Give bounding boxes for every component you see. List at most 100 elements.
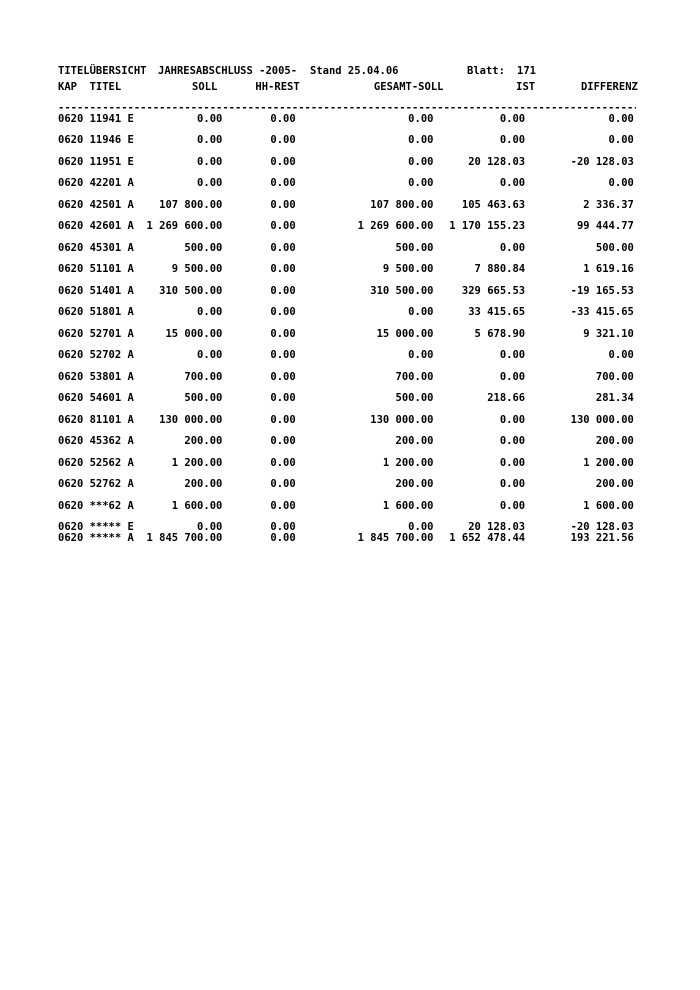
cell-kap: 0620 xyxy=(58,155,84,168)
cell-soll: 500.00 xyxy=(184,392,223,404)
table-row: 0620 11951 E 0.00 0.00 0.00 20 128.03 -20 128.0… xyxy=(58,155,700,168)
cell-kap-titel: 0620 52562 A xyxy=(58,456,140,469)
cell-soll: 130 000.00 xyxy=(159,413,223,426)
cell-hh-rest: 0.00 xyxy=(270,241,296,254)
table-row: 0620 81101 A 130 000.00 0.00 130 000.00 0.00 13… xyxy=(58,413,700,426)
cell-art: A xyxy=(127,327,134,340)
cell-ist: 0.00 xyxy=(499,413,526,426)
cell-kap: 0620 xyxy=(58,241,84,254)
cell-art: E xyxy=(127,112,134,125)
cell-differenz: 0.00 xyxy=(608,349,634,361)
cell-soll: 0.00 xyxy=(197,177,223,189)
cell-ist: 0.00 xyxy=(499,349,526,361)
cell-hh-rest: 0.00 xyxy=(270,220,296,232)
cell-kap-titel: 0620 42601 A xyxy=(58,221,140,232)
cell-titel: 42501 xyxy=(89,198,122,211)
table-row: 0620 11941 E 0.00 0.00 0.00 0.00 0.00 xyxy=(58,112,700,125)
cell-soll: 15 000.00 xyxy=(165,327,223,340)
cell-ist: 0.00 xyxy=(499,478,526,490)
cell-differenz: -33 415.65 xyxy=(570,306,634,318)
cell-gesamt-soll: 0.00 xyxy=(408,349,434,361)
cell-soll: 0.00 xyxy=(197,306,223,318)
cell-titel: 52701 xyxy=(89,327,122,340)
cell-ist: 218.66 xyxy=(487,392,526,404)
cell-soll: 310 500.00 xyxy=(159,284,223,297)
cell-differenz: -19 165.53 xyxy=(570,284,634,297)
cell-hh-rest: 0.00 xyxy=(270,478,296,490)
cell-soll: 200.00 xyxy=(184,478,223,490)
cell-soll: 1 269 600.00 xyxy=(146,220,223,232)
cell-kap-titel: 0620 11946 E xyxy=(58,135,140,146)
cell-differenz: 1 200.00 xyxy=(583,456,634,469)
cell-art: A xyxy=(127,306,134,318)
cell-kap-titel: 0620 52701 A xyxy=(58,327,140,340)
cell-ist: 0.00 xyxy=(499,456,526,469)
cell-gesamt-soll: 0.00 xyxy=(408,134,434,146)
cell-ist: 105 463.63 xyxy=(461,198,526,211)
cell-titel: 42601 xyxy=(89,220,122,232)
cell-ist: 329 665.53 xyxy=(461,284,526,297)
cell-differenz: 2 336.37 xyxy=(583,198,634,211)
cell-art: A xyxy=(127,284,134,297)
cell-gesamt-soll: 1 200.00 xyxy=(382,456,434,469)
cell-art: A xyxy=(127,370,134,383)
cell-hh-rest: 0.00 xyxy=(270,435,296,447)
cell-gesamt-soll: 9 500.00 xyxy=(382,263,434,275)
cell-hh-rest: 0.00 xyxy=(270,177,296,189)
cell-hh-rest: 0.00 xyxy=(270,456,296,469)
cell-differenz: 200.00 xyxy=(595,435,634,447)
cell-titel: 11941 xyxy=(89,112,122,125)
cell-gesamt-soll: 130 000.00 xyxy=(370,413,434,426)
report-header: TITELÜBERSICHT JAHRESABSCHLUSS -2005- Stan… xyxy=(58,66,658,77)
cell-gesamt-soll: 500.00 xyxy=(395,392,434,404)
cell-hh-rest: 0.00 xyxy=(270,413,296,426)
cell-kap: 0620 xyxy=(58,284,84,297)
table-row: 0620 ***** E 0.00 0.00 0.00 20 128.03 -20 128.0… xyxy=(58,522,700,533)
cell-gesamt-soll: 200.00 xyxy=(395,478,434,490)
cell-soll: 107 800.00 xyxy=(159,198,223,211)
cell-hh-rest: 0.00 xyxy=(270,370,296,383)
cell-ist: 0.00 xyxy=(499,499,526,512)
cell-soll: 200.00 xyxy=(184,435,223,447)
cell-titel: 81101 xyxy=(89,413,122,426)
table-row: 0620 54601 A 500.00 0.00 500.00 218.66 281.34 xyxy=(58,393,700,404)
cell-gesamt-soll: 107 800.00 xyxy=(370,198,434,211)
cell-differenz: 700.00 xyxy=(595,370,634,383)
report-title: TITELÜBERSICHT xyxy=(58,65,147,77)
cell-kap-titel: 0620 ***** E xyxy=(58,522,140,533)
cell-kap: 0620 xyxy=(58,327,84,340)
cell-soll: 1 600.00 xyxy=(171,499,223,512)
cell-differenz: 0.00 xyxy=(608,112,634,125)
cell-ist: 1 652 478.44 xyxy=(449,532,526,544)
table-row: 0620 51801 A 0.00 0.00 0.00 33 415.65 -33 415.6… xyxy=(58,307,700,318)
cell-soll: 0.00 xyxy=(197,112,223,125)
cell-hh-rest: 0.00 xyxy=(270,155,296,168)
header-titel: TITEL xyxy=(89,81,122,93)
table-row: 0620 ***62 A 1 600.00 0.00 1 600.00 0.00 1 600.… xyxy=(58,499,700,512)
cell-soll: 700.00 xyxy=(184,370,223,383)
cell-differenz: 193 221.56 xyxy=(570,532,634,544)
cell-ist: 0.00 xyxy=(499,112,526,125)
cell-differenz: 99 444.77 xyxy=(576,220,634,232)
cell-kap: 0620 xyxy=(58,413,84,426)
cell-kap-titel: 0620 51401 A xyxy=(58,284,140,297)
cell-kap: 0620 xyxy=(58,435,84,447)
cell-titel: ***** xyxy=(89,521,122,533)
cell-hh-rest: 0.00 xyxy=(270,306,296,318)
cell-differenz: 1 600.00 xyxy=(583,499,634,512)
cell-soll: 0.00 xyxy=(197,155,223,168)
cell-differenz: 500.00 xyxy=(595,241,634,254)
cell-kap: 0620 xyxy=(58,499,84,512)
table-row: 0620 42501 A 107 800.00 0.00 107 800.00 105 46… xyxy=(58,198,700,211)
cell-art: A xyxy=(127,177,134,189)
cell-ist: 0.00 xyxy=(499,177,526,189)
table-row: 0620 ***** A 1 845 700.00 0.00 1 845 700.00 1 … xyxy=(58,533,700,544)
cell-art: A xyxy=(127,456,134,469)
cell-titel: ***62 xyxy=(89,499,122,512)
cell-ist: 20 128.03 xyxy=(468,521,526,533)
report-page: TITELÜBERSICHT JAHRESABSCHLUSS -2005- Stan… xyxy=(58,66,700,544)
cell-kap: 0620 xyxy=(58,263,84,275)
cell-titel: ***** xyxy=(89,532,122,544)
cell-hh-rest: 0.00 xyxy=(270,499,296,512)
cell-kap: 0620 xyxy=(58,177,84,189)
